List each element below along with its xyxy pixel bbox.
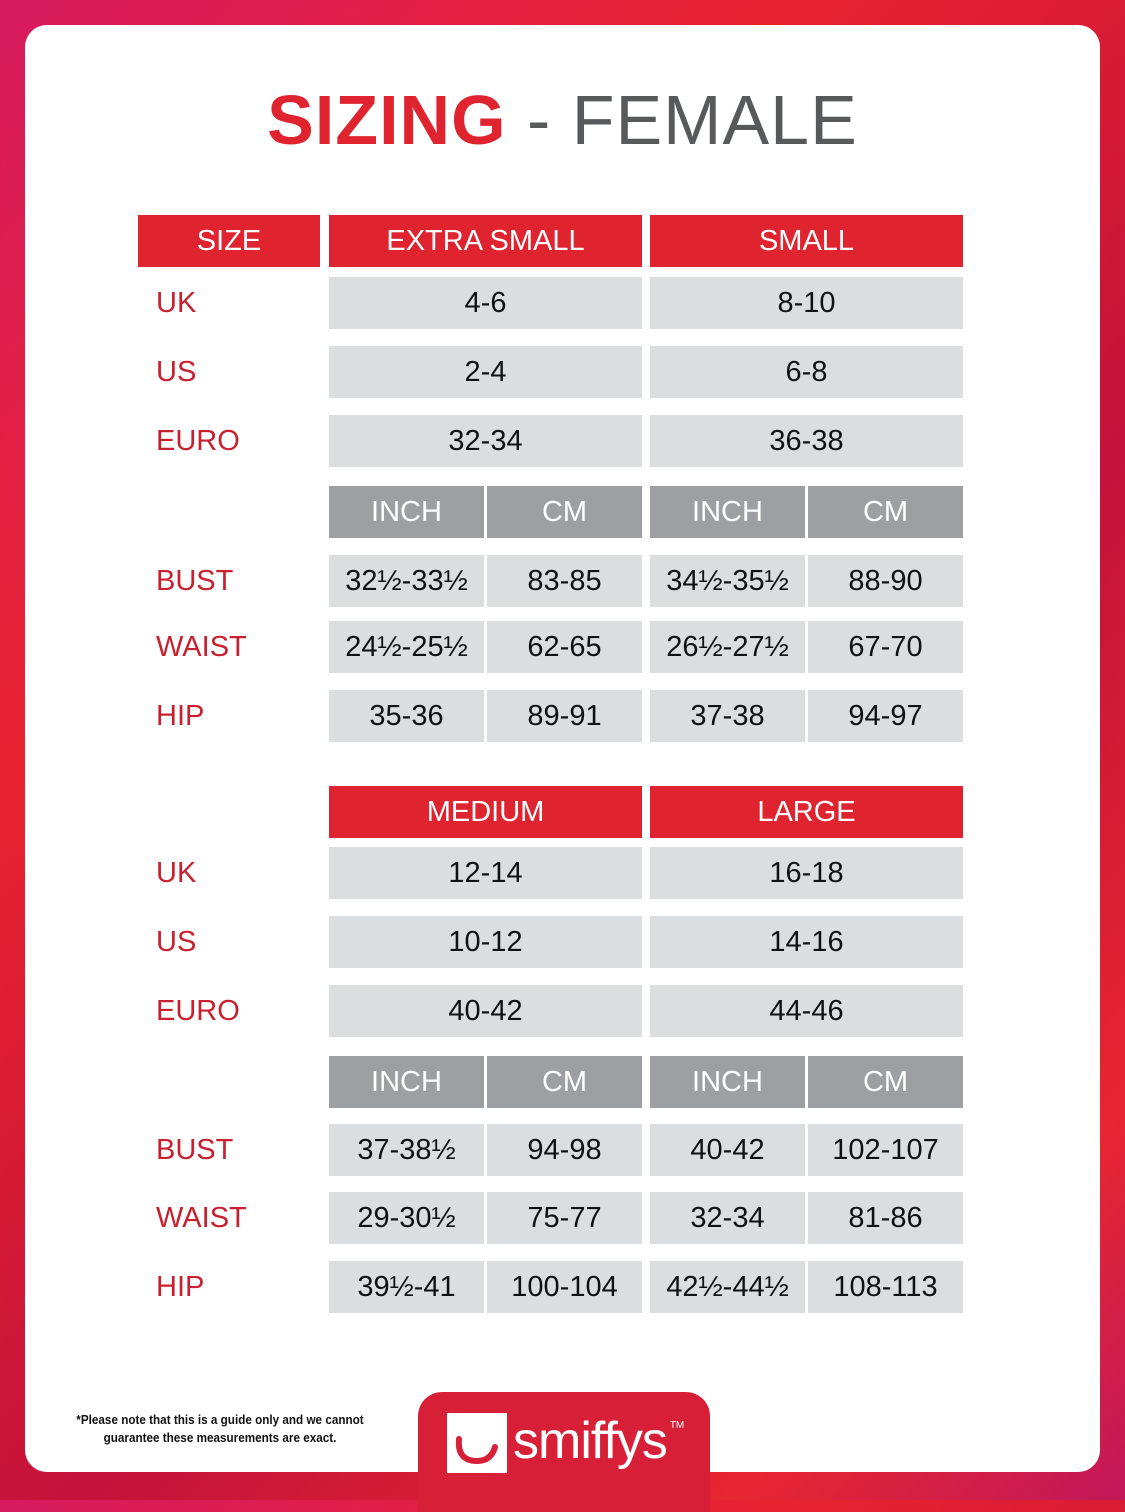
measurement-cell: 29-30½ (329, 1192, 484, 1244)
measurement-cell: 42½-44½ (650, 1261, 805, 1313)
row-label: BUST (156, 1133, 234, 1166)
unit-header: CM (808, 1056, 963, 1108)
size-value-cell: 32-34 (329, 415, 642, 467)
size-value-cell: 16-18 (650, 847, 963, 899)
unit-header: CM (808, 486, 963, 538)
trademark: TM (669, 1420, 685, 1431)
size-header: EXTRA SMALL (329, 215, 642, 267)
measurement-cell: 39½-41 (329, 1261, 484, 1313)
size-value-cell: 12-14 (329, 847, 642, 899)
measurement-cell: 24½-25½ (329, 621, 484, 673)
row-label: US (156, 925, 197, 958)
unit-header: CM (487, 486, 642, 538)
measurement-cell: 32-34 (650, 1192, 805, 1244)
size-value-cell: 36-38 (650, 415, 963, 467)
measurement-cell: 75-77 (487, 1192, 642, 1244)
size-value-cell: 2-4 (329, 346, 642, 398)
unit-header: INCH (329, 486, 484, 538)
size-header: SMALL (650, 215, 963, 267)
measurement-cell: 89-91 (487, 690, 642, 742)
size-value-cell: 8-10 (650, 277, 963, 329)
row-label: US (156, 355, 197, 388)
size-value-cell: 40-42 (329, 985, 642, 1037)
measurement-cell: 83-85 (487, 555, 642, 607)
size-value-cell: 4-6 (329, 277, 642, 329)
size-value-cell: 14-16 (650, 916, 963, 968)
measurement-cell: 37-38 (650, 690, 805, 742)
row-label: UK (156, 286, 197, 319)
measurement-cell: 26½-27½ (650, 621, 805, 673)
measurement-cell: 62-65 (487, 621, 642, 673)
measurement-cell: 81-86 (808, 1192, 963, 1244)
measurement-cell: 32½-33½ (329, 555, 484, 607)
disclaimer-note: *Please note that this is a guide only a… (76, 1412, 364, 1445)
size-value-cell: 6-8 (650, 346, 963, 398)
unit-header: INCH (650, 486, 805, 538)
measurement-cell: 94-97 (808, 690, 963, 742)
unit-header: INCH (329, 1056, 484, 1108)
measurement-cell: 35-36 (329, 690, 484, 742)
unit-header: CM (487, 1056, 642, 1108)
row-label: EURO (156, 424, 240, 457)
row-label: BUST (156, 564, 234, 597)
measurement-cell: 67-70 (808, 621, 963, 673)
row-label: UK (156, 856, 197, 889)
measurement-cell: 100-104 (487, 1261, 642, 1313)
unit-header: INCH (650, 1056, 805, 1108)
measurement-cell: 88-90 (808, 555, 963, 607)
title-rest: - FEMALE (506, 81, 858, 159)
row-label: WAIST (156, 1201, 247, 1234)
size-header: LARGE (650, 786, 963, 838)
row-label: HIP (156, 699, 205, 732)
measurement-cell: 37-38½ (329, 1124, 484, 1176)
title-main: SIZING (267, 81, 507, 159)
size-value-cell: 44-46 (650, 985, 963, 1037)
row-label: WAIST (156, 630, 247, 663)
size-column-header: SIZE (138, 215, 320, 267)
measurement-cell: 94-98 (487, 1124, 642, 1176)
size-header: MEDIUM (329, 786, 642, 838)
measurement-cell: 34½-35½ (650, 555, 805, 607)
logo-wordmark: smiffys TM (513, 1410, 684, 1472)
measurement-cell: 102-107 (808, 1124, 963, 1176)
row-label: EURO (156, 994, 240, 1027)
row-label: HIP (156, 1270, 205, 1303)
measurement-cell: 108-113 (808, 1261, 963, 1313)
smile-logo-icon (447, 1413, 507, 1473)
measurement-cell: 40-42 (650, 1124, 805, 1176)
size-value-cell: 10-12 (329, 916, 642, 968)
smiffys-logo: smiffys (513, 1412, 668, 1470)
page-title: SIZING - FEMALE (0, 78, 1125, 162)
